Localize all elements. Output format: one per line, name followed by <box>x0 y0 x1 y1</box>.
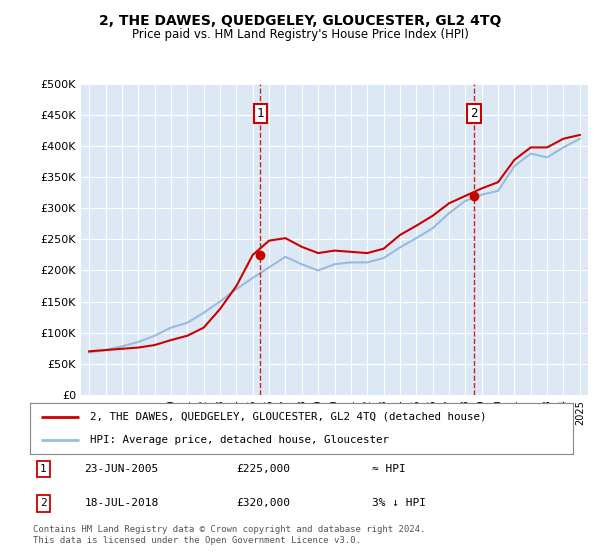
Text: 2: 2 <box>40 498 47 508</box>
Text: ≈ HPI: ≈ HPI <box>372 464 406 474</box>
Text: £225,000: £225,000 <box>236 464 290 474</box>
Text: 2: 2 <box>470 107 478 120</box>
Text: £320,000: £320,000 <box>236 498 290 508</box>
Text: HPI: Average price, detached house, Gloucester: HPI: Average price, detached house, Glou… <box>90 435 389 445</box>
Text: 1: 1 <box>40 464 47 474</box>
Text: 23-JUN-2005: 23-JUN-2005 <box>85 464 158 474</box>
Text: 3% ↓ HPI: 3% ↓ HPI <box>372 498 426 508</box>
Text: 18-JUL-2018: 18-JUL-2018 <box>85 498 158 508</box>
Text: 1: 1 <box>257 107 264 120</box>
Text: 2, THE DAWES, QUEDGELEY, GLOUCESTER, GL2 4TQ (detached house): 2, THE DAWES, QUEDGELEY, GLOUCESTER, GL2… <box>90 412 486 422</box>
Text: Contains HM Land Registry data © Crown copyright and database right 2024.
This d: Contains HM Land Registry data © Crown c… <box>33 525 425 545</box>
Text: Price paid vs. HM Land Registry's House Price Index (HPI): Price paid vs. HM Land Registry's House … <box>131 28 469 41</box>
Text: 2, THE DAWES, QUEDGELEY, GLOUCESTER, GL2 4TQ: 2, THE DAWES, QUEDGELEY, GLOUCESTER, GL2… <box>99 14 501 28</box>
